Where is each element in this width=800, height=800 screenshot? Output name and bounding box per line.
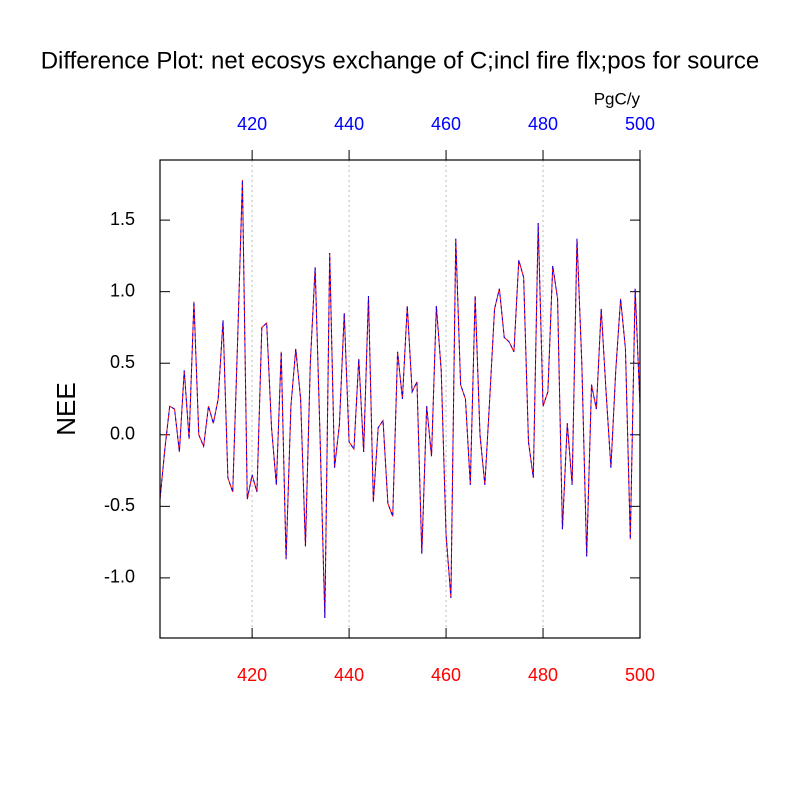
x-tick-label: 420 <box>237 665 267 685</box>
data-line <box>159 180 641 618</box>
x-tick-label: 500 <box>625 665 655 685</box>
y-tick-label: 1.5 <box>110 209 135 229</box>
y-tick-label: 1.0 <box>110 280 135 300</box>
chart-title: Difference Plot: net ecosys exchange of … <box>41 47 760 74</box>
x-tick-label: 440 <box>334 665 364 685</box>
y-tick-label: -0.5 <box>104 495 135 515</box>
y-axis-label: NEE <box>51 382 81 435</box>
top-x-tick-label: 460 <box>431 114 461 134</box>
y-tick-label: -1.0 <box>104 567 135 587</box>
y-tick-label: 0.5 <box>110 352 135 372</box>
top-unit-label: PgC/y <box>594 89 641 108</box>
top-x-tick-label: 440 <box>334 114 364 134</box>
top-x-tick-label: 420 <box>237 114 267 134</box>
x-tick-label: 480 <box>528 665 558 685</box>
top-x-tick-label: 480 <box>528 114 558 134</box>
top-x-tick-label: 500 <box>625 114 655 134</box>
data-line <box>159 180 641 618</box>
x-tick-label: 460 <box>431 665 461 685</box>
plot-frame <box>159 159 641 639</box>
y-tick-label: 0.0 <box>110 424 135 444</box>
